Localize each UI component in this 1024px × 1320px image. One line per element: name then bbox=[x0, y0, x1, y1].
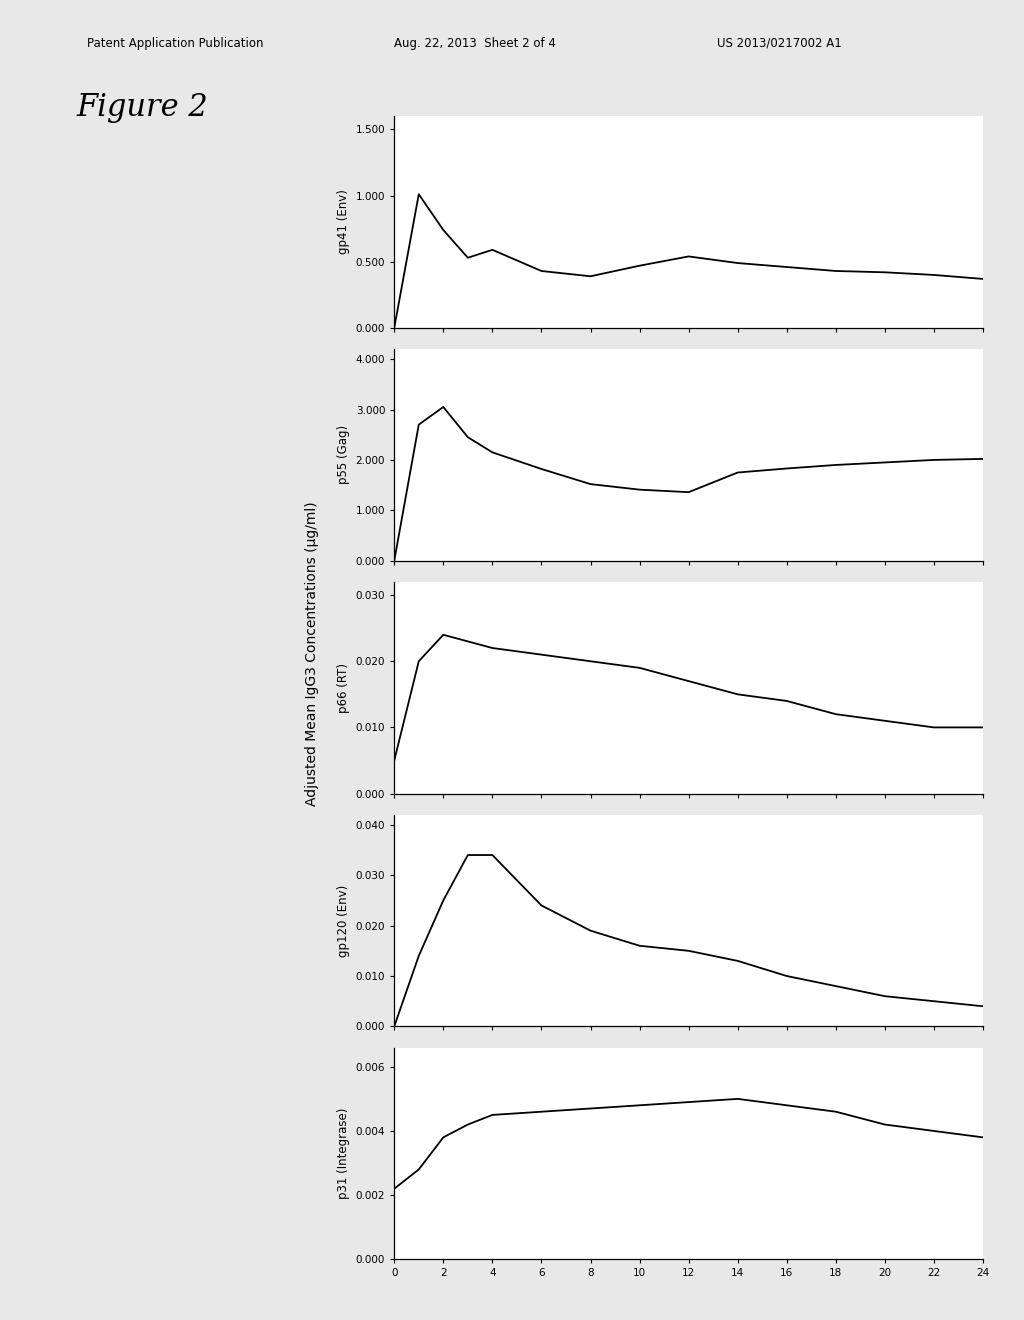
Text: Figure 2: Figure 2 bbox=[77, 92, 209, 123]
Y-axis label: p66 (RT): p66 (RT) bbox=[337, 663, 350, 713]
Text: Adjusted Mean IgG3 Concentrations (µg/ml): Adjusted Mean IgG3 Concentrations (µg/ml… bbox=[305, 502, 319, 805]
Y-axis label: gp120 (Env): gp120 (Env) bbox=[337, 884, 350, 957]
Y-axis label: p31 (Integrase): p31 (Integrase) bbox=[337, 1107, 350, 1199]
Y-axis label: p55 (Gag): p55 (Gag) bbox=[337, 425, 350, 484]
Text: US 2013/0217002 A1: US 2013/0217002 A1 bbox=[717, 37, 842, 50]
Y-axis label: gp41 (Env): gp41 (Env) bbox=[337, 190, 350, 255]
Text: Aug. 22, 2013  Sheet 2 of 4: Aug. 22, 2013 Sheet 2 of 4 bbox=[394, 37, 556, 50]
Text: Patent Application Publication: Patent Application Publication bbox=[87, 37, 263, 50]
